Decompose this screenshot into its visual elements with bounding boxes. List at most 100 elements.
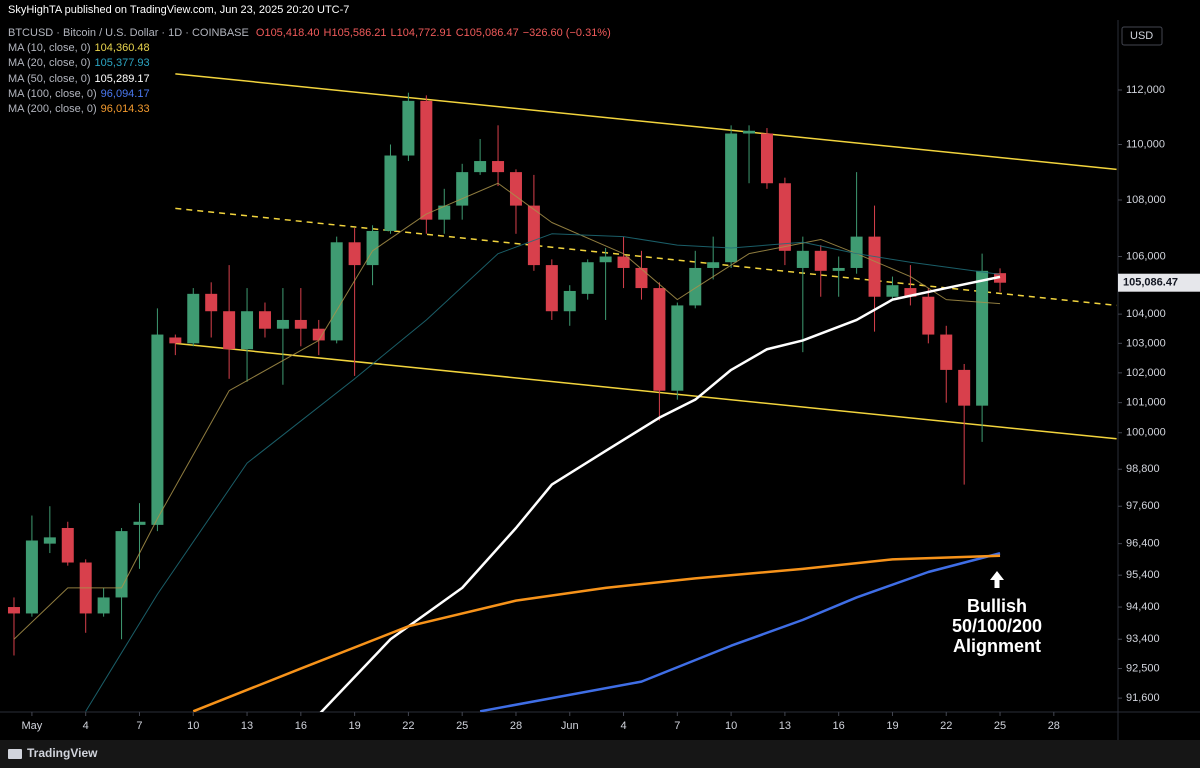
legend-row: MA (10, close, 0) 104,360.48 <box>8 41 154 56</box>
x-tick-label: May <box>22 720 43 732</box>
legend-name: MA (50, close, 0) <box>8 72 91 85</box>
x-tick-label: 7 <box>674 720 680 732</box>
candle-body <box>7 607 20 614</box>
symbol-title: BTCUSD · Bitcoin / U.S. Dollar · 1D · CO… <box>8 27 249 39</box>
x-tick-label: 16 <box>295 720 307 732</box>
y-tick-label: 110,000 <box>1126 138 1165 150</box>
candle-body <box>671 305 684 391</box>
ohlc-label: C105,086.47 <box>455 27 519 39</box>
candle-body <box>223 311 236 350</box>
legend-value: 96,014.33 <box>100 103 150 116</box>
trendline <box>175 342 1117 440</box>
x-tick-label: 13 <box>779 720 791 732</box>
y-tick-label: 98,800 <box>1126 463 1160 475</box>
y-tick-label: 95,400 <box>1126 569 1160 581</box>
x-tick-label: 7 <box>136 720 142 732</box>
candle-body <box>886 285 899 297</box>
candle-body <box>760 133 773 184</box>
candle-body <box>312 328 325 341</box>
last-price-label: 105,086.47 <box>1123 277 1178 289</box>
legend-name: MA (20, close, 0) <box>8 57 91 70</box>
candle-body <box>61 527 74 563</box>
candle-body <box>187 293 200 344</box>
symbol-legend: BTCUSD · Bitcoin / U.S. Dollar · 1D · CO… <box>8 26 615 40</box>
plot-area <box>7 73 1117 712</box>
candle-body <box>743 130 756 134</box>
candle-body <box>276 319 289 329</box>
candle-body <box>563 290 576 312</box>
legend-row: MA (100, close, 0) 96,094.17 <box>8 87 154 102</box>
currency: USD <box>1130 30 1153 42</box>
candle-body <box>599 256 612 263</box>
publisher: SkyHighTA published on TradingView.com, … <box>8 4 350 16</box>
legend-row: MA (200, close, 0) 96,014.33 <box>8 102 154 117</box>
ohlc-label: H105,586.21 <box>323 27 387 39</box>
x-tick-label: Jun <box>561 720 579 732</box>
candle-body <box>904 288 917 297</box>
y-tick-label: 101,000 <box>1126 397 1166 409</box>
x-tick-label: 4 <box>83 720 89 732</box>
x-tick-label: 25 <box>456 720 468 732</box>
x-tick-label: 19 <box>348 720 360 732</box>
legend-name: MA (200, close, 0) <box>8 103 97 116</box>
y-tick-label: 104,000 <box>1126 308 1166 320</box>
brand: TradingView <box>27 746 98 760</box>
candle-body <box>97 597 110 614</box>
candle-body <box>348 242 361 266</box>
ohlc-label: L104,772.91 <box>390 27 452 39</box>
annotation-arrow <box>990 571 1004 588</box>
candle-body <box>151 334 164 525</box>
candle-body <box>330 242 343 341</box>
trendline <box>175 73 1117 171</box>
brand-logo <box>8 749 22 759</box>
candle-body <box>474 161 487 173</box>
candle-body <box>832 267 845 271</box>
candle-body <box>384 155 397 231</box>
y-tick-label: 106,000 <box>1126 250 1166 262</box>
x-tick-label: 10 <box>187 720 199 732</box>
y-tick-label: 103,000 <box>1126 337 1166 349</box>
candle-body <box>438 205 451 220</box>
candle-body <box>796 250 809 268</box>
candle-body <box>814 250 827 271</box>
candle-body <box>958 369 971 406</box>
candle-body <box>169 337 182 344</box>
candle-body <box>294 319 307 329</box>
candle-body <box>868 236 881 297</box>
legend-row: MA (20, close, 0) 105,377.93 <box>8 56 154 71</box>
trendline <box>175 207 1117 307</box>
last-price-box <box>1118 273 1200 292</box>
candle-body <box>25 540 38 614</box>
y-tick-label: 97,600 <box>1126 500 1160 512</box>
candle-body <box>581 262 594 294</box>
ma-line <box>85 233 1001 712</box>
annotation-text: Alignment <box>953 636 1041 656</box>
candle-body <box>258 311 271 329</box>
x-tick-label: 22 <box>402 720 414 732</box>
x-tick-label: 16 <box>833 720 845 732</box>
x-tick-label: 19 <box>886 720 898 732</box>
y-tick-label: 102,000 <box>1126 367 1166 379</box>
candle-body <box>420 100 433 220</box>
x-tick-label: 28 <box>1048 720 1060 732</box>
y-tick-label: 96,400 <box>1126 538 1160 550</box>
y-tick-label: 100,000 <box>1126 427 1166 439</box>
candle-body <box>402 100 415 156</box>
x-tick-label: 28 <box>510 720 522 732</box>
legend-value: 105,289.17 <box>94 72 150 85</box>
candle-body <box>527 205 540 266</box>
candle-body <box>707 262 720 268</box>
legend-value: 104,360.48 <box>94 42 150 54</box>
ma-line <box>192 554 1001 712</box>
candle-body <box>617 256 630 268</box>
ohlc-label: −326.60 (−0.31%) <box>522 27 611 39</box>
legend-name: MA (10, close, 0) <box>8 42 91 54</box>
x-tick-label: 25 <box>994 720 1006 732</box>
legend-row: MA (50, close, 0) 105,289.17 <box>8 72 154 87</box>
candle-body <box>922 296 935 335</box>
annotation-text: Bullish <box>967 596 1027 616</box>
candle-body <box>545 265 558 312</box>
